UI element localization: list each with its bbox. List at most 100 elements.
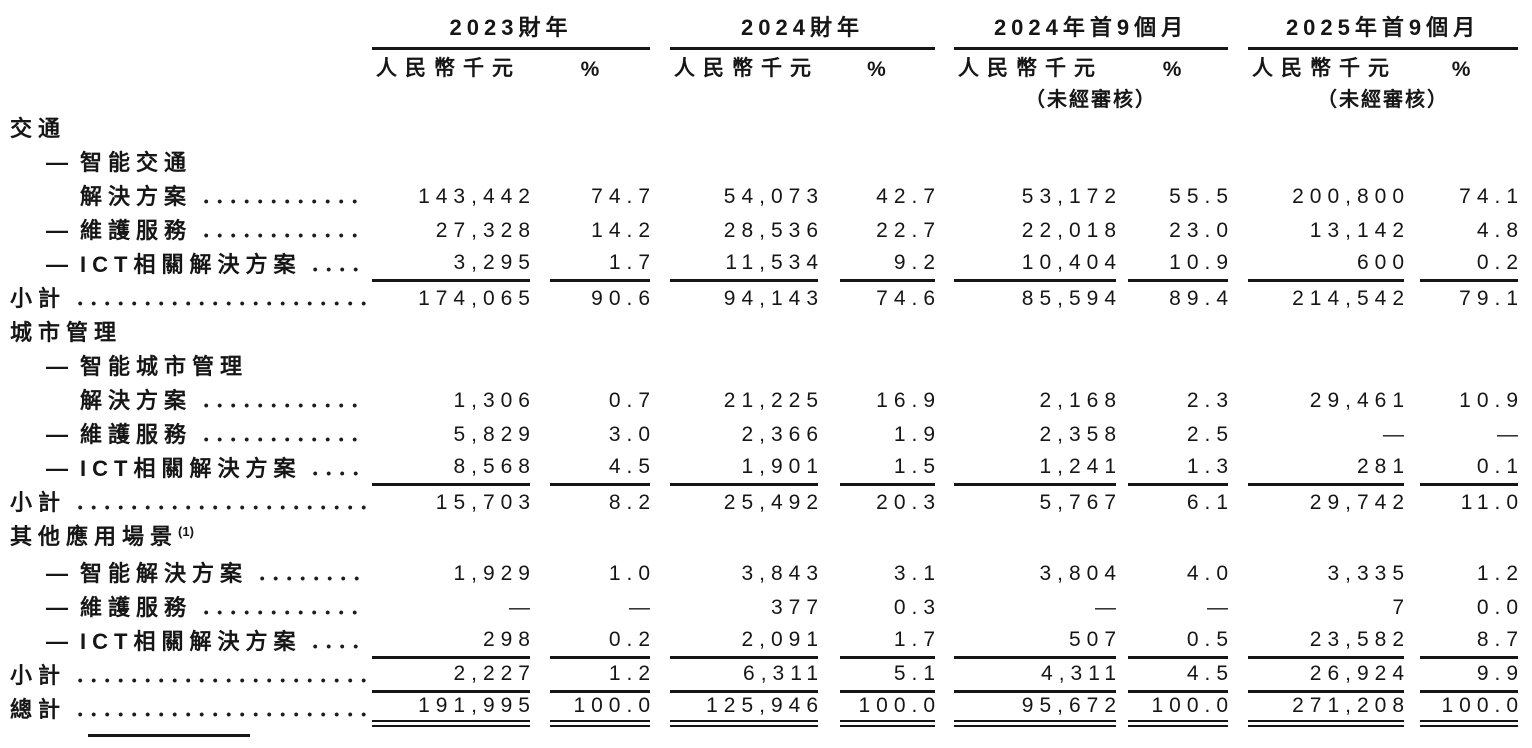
value-cell: 13,142 (1248, 214, 1404, 248)
column-gap (935, 146, 954, 214)
cell-number: 1,306 (372, 384, 530, 418)
cell-value: 23,582 (1309, 628, 1405, 651)
cell-value: 507 (1068, 628, 1116, 651)
unit-label: 人民幣千元 (376, 57, 521, 80)
pct-cell: 89.4 (1116, 282, 1228, 316)
column-gap (650, 282, 670, 316)
column-gap (650, 418, 670, 452)
cell-value: 4,311 (1041, 662, 1117, 685)
column-gap (1228, 316, 1248, 350)
cell-value: 89.4 (1169, 287, 1229, 310)
value-cell: 143,442 (372, 146, 530, 214)
list-dash: — (46, 422, 68, 447)
percent-label: % (1162, 58, 1182, 81)
unit-label: 人民幣千元 (1252, 57, 1398, 80)
cell-value: 1.2 (1476, 562, 1518, 585)
table-right-margin (1518, 248, 1532, 282)
pct-cell (530, 520, 650, 557)
pct-cell: 79.1 (1404, 282, 1518, 316)
cell-number: 5,829 (372, 418, 530, 452)
cell-value: 10.9 (1459, 389, 1519, 412)
column-gap (935, 350, 954, 418)
column-gap (650, 316, 670, 350)
column-gap (1228, 520, 1248, 557)
cell-number: 143,442 (372, 180, 530, 214)
row-label: 小計 (0, 659, 372, 693)
row-label: 小計 (0, 486, 372, 520)
cell-number: 100.0 (550, 693, 651, 727)
pct-cell: 1.3 (1116, 452, 1229, 486)
row-label: — 維護服務 (0, 418, 372, 452)
value-cell: 22,018 (954, 214, 1116, 248)
pct-cell: 4.5 (1116, 659, 1229, 693)
cell-value: 23.0 (1169, 219, 1229, 242)
table-right-margin (1518, 693, 1532, 727)
row-label: — ICT相關解決方案 (0, 248, 372, 282)
row-label-text: ICT相關解決方案 (80, 629, 302, 654)
column-gap (650, 625, 670, 659)
table-row: — 智能解決方案 1,929 1.0 3,843 3.1 3,804 4.0 3,335 1.2 (0, 557, 1532, 591)
pct-cell: 3.1 (818, 557, 935, 591)
value-cell: 23,582 (1248, 625, 1405, 659)
cell-number: 16.9 (840, 384, 935, 418)
column-gap (1228, 146, 1248, 214)
pct-cell: 8.7 (1404, 625, 1519, 659)
cell-value: 0.0 (1476, 596, 1518, 619)
cell-number: 42.7 (840, 180, 935, 214)
cell-value: — (1497, 423, 1518, 446)
cell-value: 8.7 (1476, 628, 1518, 651)
pct-cell: 90.6 (530, 282, 650, 316)
cell-number: 3,804 (954, 557, 1116, 591)
cell-value: 0.7 (608, 389, 650, 412)
cell-number: 600 (1248, 248, 1405, 282)
value-cell: 10,404 (954, 248, 1117, 282)
value-cell (670, 520, 818, 557)
cell-value: 21,225 (723, 389, 819, 412)
cell-value: 1,306 (453, 389, 530, 412)
value-cell (1248, 520, 1404, 557)
pct-cell (818, 520, 935, 557)
value-cell: — (372, 591, 530, 625)
cell-value: 22.7 (876, 219, 936, 242)
pct-cell: 22.7 (818, 214, 935, 248)
value-cell: 25,492 (670, 486, 818, 520)
cell-value: 3.1 (893, 562, 935, 585)
cell-number: 7 (1248, 591, 1404, 625)
value-cell: 281 (1248, 452, 1405, 486)
table-body: 交通 — 智能交通 解決方案 143,442 74.7 54,073 42.7 53,172 55… (0, 112, 1532, 727)
cell-number: 4.5 (550, 452, 651, 486)
column-gap (935, 48, 954, 82)
row-label-line: 城市管理 (0, 316, 372, 350)
cell-number: 11,534 (670, 248, 819, 282)
cell-number: 22,018 (954, 214, 1116, 248)
cell-value: 1.3 (1186, 455, 1228, 478)
list-dash: — (46, 354, 68, 379)
unaudited-header-row: （未經審核） （未經審核） (0, 82, 1532, 112)
cell-number: 4,311 (954, 659, 1117, 693)
value-cell: 27,328 (372, 214, 530, 248)
cell-number: 10.9 (1128, 248, 1229, 282)
cell-value: 2.5 (1186, 423, 1228, 446)
column-gap (1228, 452, 1248, 486)
cell-number: 200,800 (1248, 180, 1404, 214)
dot-leader (204, 233, 366, 238)
cell-number: — (1128, 591, 1228, 625)
pct-cell: 42.7 (818, 146, 935, 214)
cell-value: 3,295 (453, 251, 530, 274)
cell-value: 10,404 (1021, 251, 1117, 274)
column-gap (650, 112, 670, 146)
unaudited-label: （未經審核） (1317, 89, 1450, 111)
value-cell: 200,800 (1248, 146, 1404, 214)
pct-cell: 23.0 (1116, 214, 1228, 248)
row-label-line: 小計 (0, 659, 372, 693)
column-gap (1228, 0, 1248, 48)
row-label: 其他應用場景 (1) (0, 520, 372, 557)
pct-cell: — (1116, 591, 1228, 625)
column-gap (935, 112, 954, 146)
cell-value: 42.7 (876, 185, 936, 208)
value-cell: — (954, 591, 1116, 625)
cell-number: 2.5 (1128, 418, 1228, 452)
revenue-breakdown-table: 2023財年 2024財年 2024年首9個月 2025年首9個月 人民幣千元 … (0, 0, 1532, 727)
value-cell: 26,924 (1248, 659, 1405, 693)
row-label-line: — 維護服務 (0, 591, 372, 625)
